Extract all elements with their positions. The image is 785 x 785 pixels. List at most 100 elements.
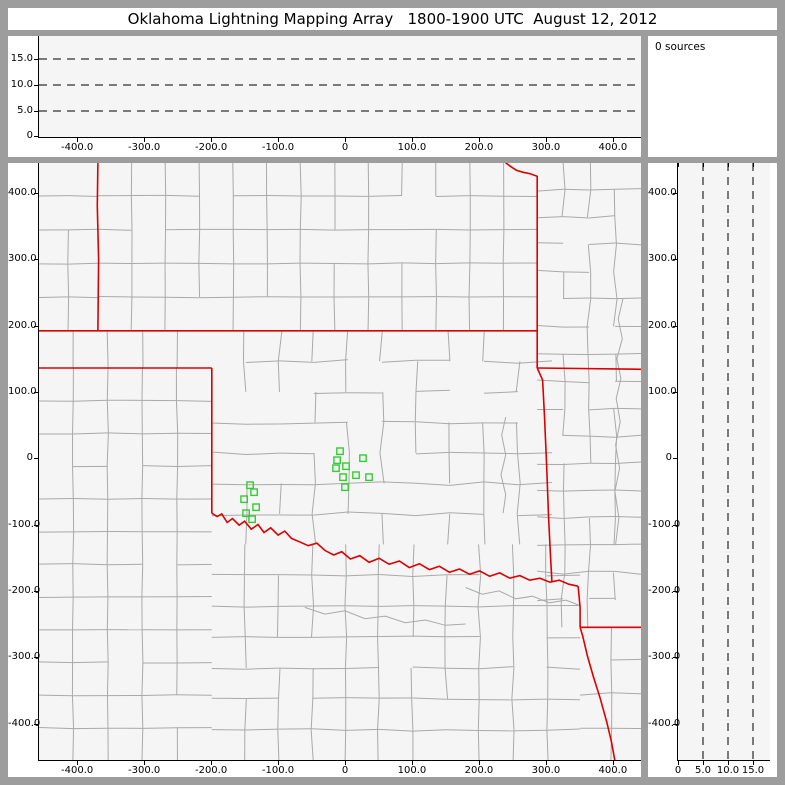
station-square-marker — [246, 481, 254, 490]
altitude-ns-gridlines — [678, 163, 754, 760]
north-south-tick-label: 0 — [665, 452, 672, 464]
north-south-tick-label: -400.0 — [8, 717, 41, 729]
river-line — [614, 298, 624, 545]
north-south-tick-label: 100.0 — [648, 385, 677, 397]
station-square-marker — [341, 483, 349, 492]
state-border-line — [211, 512, 579, 587]
station-square-marker — [248, 515, 256, 524]
axis-tick — [703, 761, 704, 765]
altitude-tick-label: 5.0 — [695, 765, 711, 776]
axis-tick — [34, 391, 38, 393]
east-west-tick-label: 100.0 — [397, 765, 427, 776]
axis-tick — [34, 524, 38, 526]
east-west-tick-label: 0 — [341, 142, 349, 153]
axis-tick — [144, 138, 146, 142]
east-west-tick-label: 300.0 — [531, 142, 561, 153]
station-square-marker — [359, 454, 367, 463]
axis-tick — [673, 524, 677, 526]
axis-tick — [34, 192, 38, 194]
page-title: Oklahoma Lightning Mapping Array 1800-19… — [8, 8, 777, 30]
station-square-marker — [332, 464, 340, 473]
station-square-marker — [336, 447, 344, 456]
altitude-vs-north-south-panel: 400.0 300.0 200.0 100.0 0 -100.0 -200.0 -300.0 -… — [648, 163, 777, 777]
station-square-marker — [339, 473, 347, 482]
north-south-tick-label: -200.0 — [8, 584, 41, 596]
east-west-tick-label: -300.0 — [128, 765, 161, 776]
north-south-tick-label: 300.0 — [8, 253, 37, 265]
altitude-tick-label: 10.0 — [10, 79, 33, 90]
axis-tick — [34, 111, 38, 112]
axis-tick — [34, 723, 38, 725]
station-square-marker — [365, 473, 373, 482]
north-south-tick-label: -100.0 — [8, 518, 41, 530]
east-west-tick-label: -300.0 — [128, 142, 161, 153]
plan-view-map-plot-area — [38, 163, 641, 761]
axis-tick — [211, 761, 213, 765]
north-south-tick-label: 100.0 — [8, 385, 37, 397]
east-west-tick-label: 100.0 — [397, 142, 427, 153]
altitude-vs-north-south-plot-area — [677, 163, 770, 761]
station-square-marker — [333, 456, 341, 465]
axis-tick — [278, 138, 280, 142]
axis-tick — [728, 761, 729, 765]
altitude-tick-label: 0 — [26, 130, 33, 141]
east-west-tick-label: 200.0 — [464, 142, 494, 153]
station-square-marker — [242, 509, 250, 518]
east-west-tick-label: 0 — [341, 765, 349, 776]
axis-tick — [34, 59, 38, 60]
axis-tick — [673, 259, 677, 261]
axis-tick — [545, 761, 547, 765]
axis-tick — [345, 761, 347, 765]
altitude-tick-label: 10.0 — [716, 765, 740, 776]
east-west-tick-label: -200.0 — [194, 142, 228, 153]
state-border-line — [537, 367, 641, 371]
altitude-tick-label: 0 — [674, 765, 682, 776]
axis-tick — [144, 761, 146, 765]
axis-tick — [673, 458, 677, 460]
state-border-line — [96, 163, 100, 331]
altitude-ew-gridlines — [39, 58, 641, 112]
north-south-tick-label: -200.0 — [648, 584, 681, 596]
north-south-tick-label: -400.0 — [648, 717, 681, 729]
sources-count-text: 0 sources — [655, 41, 706, 53]
east-west-tick-label: 300.0 — [531, 765, 561, 776]
lma-station-markers — [240, 447, 373, 524]
east-west-tick-label: -100.0 — [261, 142, 295, 153]
axis-tick — [411, 761, 413, 765]
axis-tick — [673, 192, 677, 194]
north-south-tick-label: -300.0 — [648, 651, 681, 663]
axis-tick — [673, 590, 677, 592]
east-west-tick-label: 400.0 — [598, 765, 628, 776]
east-west-tick-label: -100.0 — [261, 765, 295, 776]
altitude-tick-label: 15.0 — [741, 765, 765, 776]
plan-view-map-panel: 400.0 300.0 200.0 100.0 0 -100.0 -200.0 -300.0 -… — [8, 163, 641, 777]
axis-tick — [34, 259, 38, 261]
east-west-tick-label: -400.0 — [61, 142, 94, 153]
altitude-tick-label: 5.0 — [17, 105, 33, 116]
axis-tick — [612, 761, 614, 765]
altitude-vs-east-west-plot-area — [38, 36, 641, 138]
river-line — [304, 606, 466, 626]
state-border-line — [577, 586, 581, 628]
axis-tick — [34, 136, 38, 137]
axis-tick — [673, 723, 677, 725]
axis-tick — [673, 657, 677, 659]
east-west-tick-label: 400.0 — [598, 142, 628, 153]
axis-tick — [34, 657, 38, 659]
east-west-tick-label: 200.0 — [464, 765, 494, 776]
station-square-marker — [252, 503, 260, 512]
north-south-tick-label: 0 — [26, 452, 33, 464]
north-south-tick-label: 400.0 — [8, 186, 37, 198]
plan-view-map-svg — [39, 163, 641, 760]
north-south-tick-label: 200.0 — [8, 319, 37, 331]
altitude-vs-east-west-panel: 0 5.0 10.0 15.0 -400.0 -300.0 -200.0 -100.0 0 100… — [8, 36, 641, 157]
axis-tick — [34, 85, 38, 86]
axis-tick — [545, 138, 547, 142]
axis-tick — [345, 138, 347, 142]
axis-tick — [673, 325, 677, 327]
axis-tick — [34, 458, 38, 460]
state-border-line — [579, 627, 616, 760]
east-west-tick-label: -400.0 — [61, 765, 94, 776]
station-square-marker — [342, 462, 350, 471]
river-line — [500, 416, 507, 514]
